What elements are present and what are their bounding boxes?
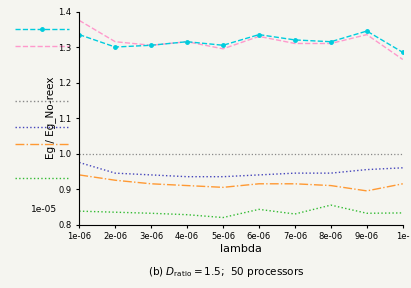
Y-axis label: Eg / Eg_No-reex: Eg / Eg_No-reex (45, 77, 55, 159)
Text: (b) $D_{\mathrm{ratio}} = 1.5$;  50 processors: (b) $D_{\mathrm{ratio}} = 1.5$; 50 proce… (148, 265, 304, 279)
X-axis label: lambda: lambda (220, 244, 262, 254)
Text: 1e-05: 1e-05 (31, 205, 57, 214)
